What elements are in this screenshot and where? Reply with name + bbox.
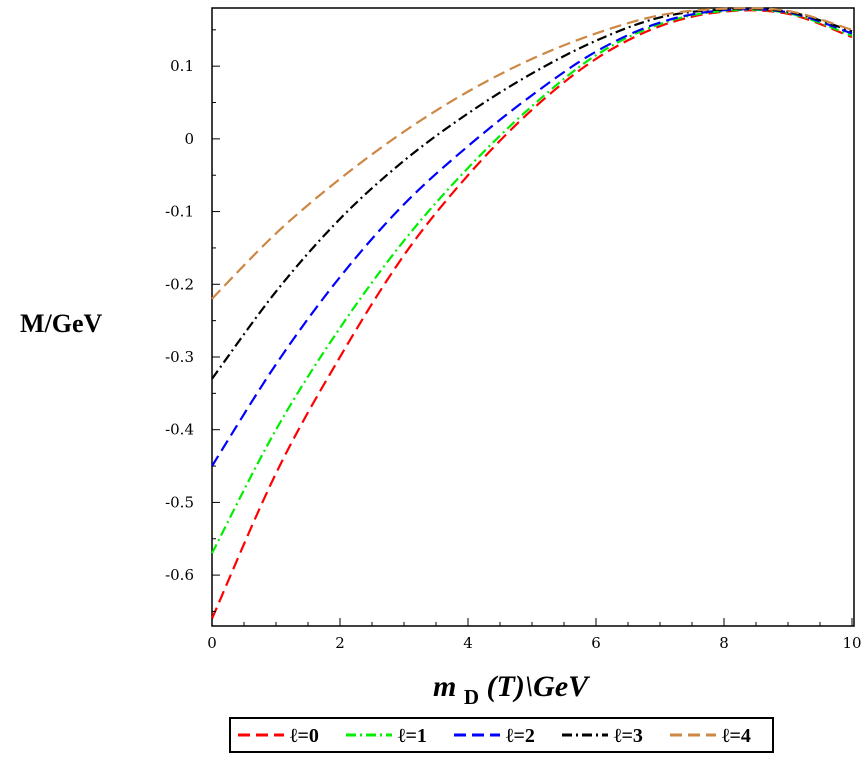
legend-label-l1: ℓ=1 xyxy=(398,725,427,747)
y-tick-label: -0.4 xyxy=(165,421,194,439)
series-layer xyxy=(210,7,853,620)
legend-label-l3: ℓ=3 xyxy=(614,725,643,747)
series-line-l3 xyxy=(211,7,853,380)
legend-label-l2: ℓ=2 xyxy=(506,725,535,747)
y-tick-label: 0 xyxy=(184,130,194,148)
series-line-l2 xyxy=(211,8,853,467)
x-tick-label: 6 xyxy=(591,634,601,652)
y-tick-label: -0.3 xyxy=(165,348,194,366)
y-tick-label: 0.1 xyxy=(170,57,194,75)
legend-label-l4: ℓ=4 xyxy=(722,725,751,747)
x-axis-label: m D (T)\GeV xyxy=(433,670,591,711)
y-tick-label: -0.1 xyxy=(165,203,194,221)
y-tick-label: -0.6 xyxy=(165,566,194,584)
legend-label-l0: ℓ=0 xyxy=(290,725,319,747)
x-tick-label: 2 xyxy=(335,634,345,652)
series-line-l0 xyxy=(210,9,853,620)
x-tick-label: 0 xyxy=(207,634,217,652)
x-axis: 0 2 4 6 8 10 xyxy=(207,618,862,652)
series-line-l4 xyxy=(211,7,853,300)
x-axis-label-sub: D xyxy=(464,685,479,709)
y-tick-label: -0.2 xyxy=(165,275,194,293)
y-axis: 0.1 0 -0.1 -0.2 -0.3 -0.4 -0.5 -0.6 xyxy=(165,29,220,612)
x-axis-label-main: m xyxy=(433,670,456,703)
legend: ℓ=0 ℓ=1 ℓ=2 ℓ=3 ℓ=4 xyxy=(238,725,751,747)
plot-area xyxy=(211,7,855,627)
x-tick-label: 10 xyxy=(842,634,861,652)
x-axis-label-rest: (T)\GeV xyxy=(487,670,592,703)
x-tick-label: 8 xyxy=(719,634,729,652)
y-tick-label: -0.5 xyxy=(165,493,194,511)
x-tick-label: 4 xyxy=(463,634,473,652)
series-line-l1 xyxy=(211,8,853,554)
legend-box xyxy=(229,717,774,753)
y-axis-label: M/GeV xyxy=(20,309,103,338)
